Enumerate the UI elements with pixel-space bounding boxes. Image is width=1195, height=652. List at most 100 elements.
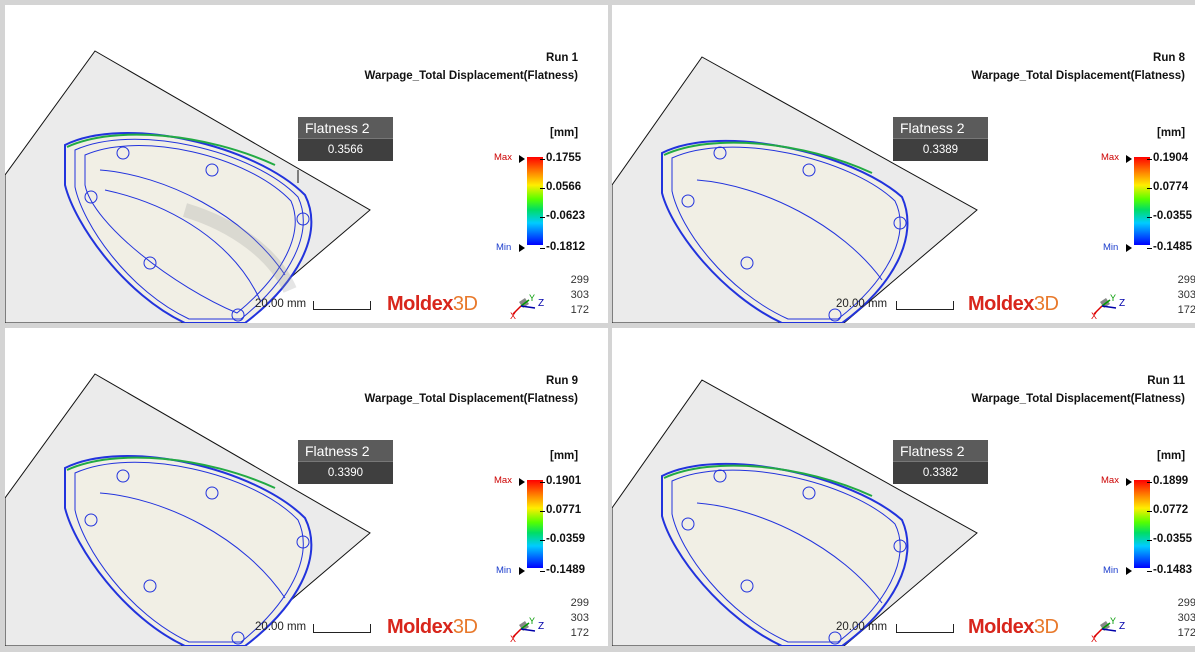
flatness-label: Flatness 2 bbox=[893, 440, 988, 461]
logo-part-1: Moldex bbox=[387, 293, 453, 315]
legend-value: -0.0355 bbox=[1153, 533, 1193, 545]
stat-value: 299 bbox=[1177, 274, 1195, 286]
scale-bar bbox=[313, 301, 371, 310]
legend-tick bbox=[540, 248, 545, 249]
stat-value: 299 bbox=[570, 597, 589, 609]
legend-max-label: Max bbox=[494, 475, 512, 486]
svg-text:X: X bbox=[1091, 311, 1097, 320]
stat-value: 303 bbox=[1177, 612, 1195, 624]
moldex3d-logo: Moldex3D bbox=[968, 293, 1059, 316]
axis-triad-icon[interactable]: X Y Z bbox=[1088, 615, 1128, 643]
legend-unit: [mm] bbox=[550, 127, 579, 139]
moldex3d-logo: Moldex3D bbox=[968, 616, 1059, 639]
flatness-box[interactable]: Flatness 2 0.3382 bbox=[893, 440, 988, 484]
flatness-value: 0.3566 bbox=[298, 138, 393, 161]
legend-value-max: 0.1899 bbox=[1153, 475, 1189, 487]
legend-tick bbox=[1147, 159, 1152, 160]
svg-text:X: X bbox=[510, 634, 516, 643]
view-stats: 299 303 172 bbox=[1168, 596, 1195, 641]
scale-label: 20.00 mm bbox=[836, 298, 888, 310]
flatness-label: Flatness 2 bbox=[298, 440, 393, 461]
view-stats: 299 303 172 bbox=[561, 273, 589, 318]
stat-value: 303 bbox=[570, 289, 589, 301]
scale-bar bbox=[896, 624, 954, 633]
legend-min-label: Min bbox=[1103, 565, 1119, 576]
scale-label: 20.00 mm bbox=[255, 298, 307, 310]
legend-value-max: 0.1904 bbox=[1153, 152, 1189, 164]
run-label: Run 1 bbox=[546, 52, 578, 64]
legend-value-min: -0.1485 bbox=[1153, 241, 1193, 253]
part-model-view[interactable] bbox=[612, 328, 1195, 646]
logo-part-2: 3D bbox=[452, 616, 478, 638]
svg-text:X: X bbox=[510, 311, 516, 320]
stat-value: 172 bbox=[570, 304, 589, 316]
run-label: Run 11 bbox=[1147, 375, 1185, 387]
axis-triad-icon[interactable]: X Y Z bbox=[507, 615, 547, 643]
min-marker-icon bbox=[1126, 244, 1132, 252]
legend-tick bbox=[540, 511, 545, 512]
svg-text:Y: Y bbox=[1110, 293, 1116, 303]
axis-triad-icon[interactable]: X Y Z bbox=[1088, 292, 1128, 320]
stat-value: 303 bbox=[570, 612, 589, 624]
legend-tick bbox=[540, 482, 545, 483]
legend-tick bbox=[540, 540, 545, 541]
legend-tick bbox=[1147, 571, 1152, 572]
stat-value: 172 bbox=[570, 627, 589, 639]
result-panel-run-8[interactable]: Run 8 Warpage_Total Displacement(Flatnes… bbox=[612, 5, 1195, 323]
legend-tick bbox=[540, 188, 545, 189]
svg-text:Z: Z bbox=[538, 621, 544, 632]
color-legend-bar[interactable] bbox=[527, 157, 543, 245]
legend-tick bbox=[540, 159, 545, 160]
flatness-box[interactable]: Flatness 2 0.3389 bbox=[893, 117, 988, 161]
min-marker-icon bbox=[1126, 567, 1132, 575]
logo-part-2: 3D bbox=[1033, 293, 1059, 315]
color-legend-bar[interactable] bbox=[1134, 157, 1150, 245]
scale-bar bbox=[313, 624, 371, 633]
logo-part-2: 3D bbox=[1033, 616, 1059, 638]
legend-unit: [mm] bbox=[1157, 127, 1186, 139]
legend-value: -0.0359 bbox=[546, 533, 586, 545]
svg-text:Z: Z bbox=[538, 298, 544, 309]
moldex3d-logo: Moldex3D bbox=[387, 616, 478, 639]
view-stats: 299 303 172 bbox=[561, 596, 589, 641]
flatness-box[interactable]: Flatness 2 0.3390 bbox=[298, 440, 393, 484]
legend-tick bbox=[1147, 482, 1152, 483]
legend-max-label: Max bbox=[494, 152, 512, 163]
legend-value: 0.0771 bbox=[546, 504, 582, 516]
min-marker-icon bbox=[519, 567, 525, 575]
min-marker-icon bbox=[519, 244, 525, 252]
color-legend-bar[interactable] bbox=[1134, 480, 1150, 568]
flatness-value: 0.3390 bbox=[298, 461, 393, 484]
legend-value: -0.0355 bbox=[1153, 210, 1193, 222]
legend-tick bbox=[1147, 217, 1152, 218]
scale-label: 20.00 mm bbox=[836, 621, 888, 633]
part-model-view[interactable] bbox=[5, 328, 608, 646]
svg-text:Y: Y bbox=[529, 616, 535, 626]
result-panel-run-9[interactable]: Run 9 Warpage_Total Displacement(Flatnes… bbox=[5, 328, 608, 646]
part-model-view[interactable] bbox=[5, 5, 608, 323]
result-panel-run-11[interactable]: Run 11 Warpage_Total Displacement(Flatne… bbox=[612, 328, 1195, 646]
legend-value-max: 0.1901 bbox=[546, 475, 582, 487]
logo-part-1: Moldex bbox=[968, 293, 1034, 315]
stat-value: 303 bbox=[1177, 289, 1195, 301]
legend-min-label: Min bbox=[496, 565, 512, 576]
legend-max-label: Max bbox=[1101, 152, 1119, 163]
color-legend-bar[interactable] bbox=[527, 480, 543, 568]
flatness-value: 0.3389 bbox=[893, 138, 988, 161]
legend-max-label: Max bbox=[1101, 475, 1119, 486]
result-title: Warpage_Total Displacement(Flatness) bbox=[364, 393, 578, 405]
max-marker-icon bbox=[519, 478, 525, 486]
result-panel-run-1[interactable]: Run 1 Warpage_Total Displacement(Flatnes… bbox=[5, 5, 608, 323]
legend-value-min: -0.1489 bbox=[546, 564, 586, 576]
axis-triad-icon[interactable]: X Y Z bbox=[507, 292, 547, 320]
result-title: Warpage_Total Displacement(Flatness) bbox=[971, 70, 1185, 82]
part-model-view[interactable] bbox=[612, 5, 1195, 323]
scale-bar bbox=[896, 301, 954, 310]
legend-value: 0.0774 bbox=[1153, 181, 1189, 193]
max-marker-icon bbox=[519, 155, 525, 163]
stat-value: 172 bbox=[1177, 627, 1195, 639]
flatness-value: 0.3382 bbox=[893, 461, 988, 484]
legend-tick bbox=[1147, 248, 1152, 249]
flatness-box[interactable]: Flatness 2 0.3566 bbox=[298, 117, 393, 161]
svg-text:X: X bbox=[1091, 634, 1097, 643]
